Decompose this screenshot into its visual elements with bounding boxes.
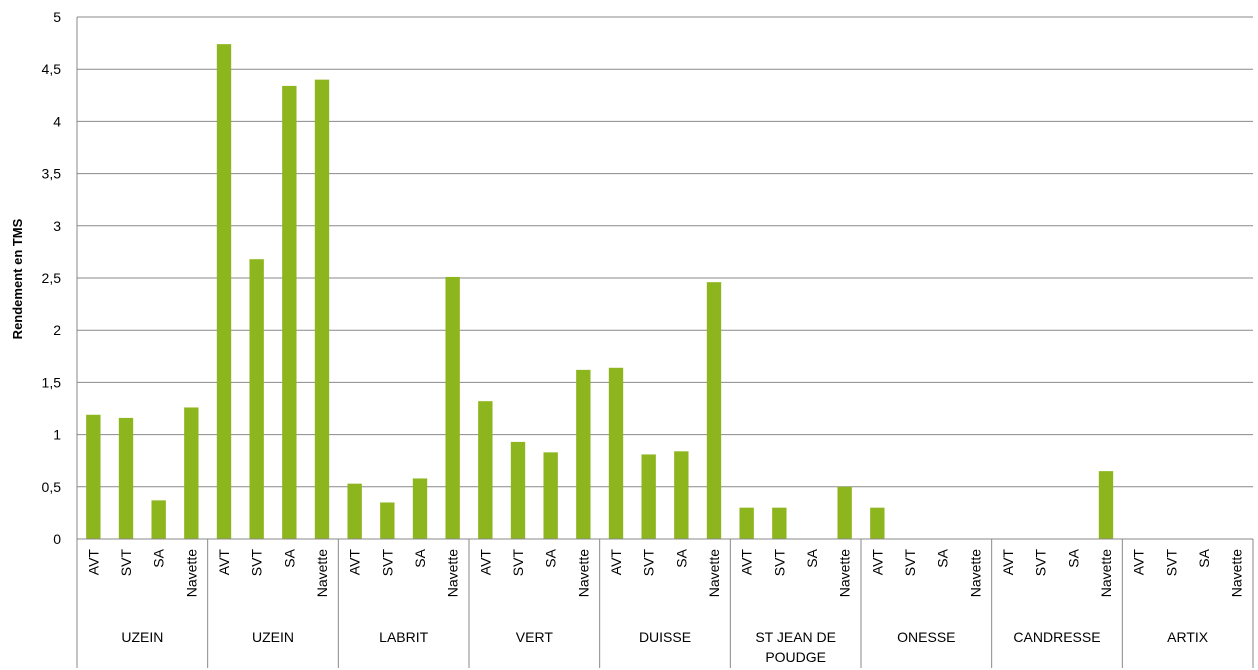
y-tick-label: 4 <box>53 113 61 129</box>
bar <box>412 478 428 539</box>
bars <box>86 44 1114 540</box>
bar <box>86 414 101 539</box>
x-category-label: AVT <box>477 549 493 576</box>
x-category-label: Navette <box>967 549 983 597</box>
bar <box>249 259 264 539</box>
x-category-label: AVT <box>608 549 624 576</box>
bar <box>314 79 330 539</box>
x-group-label: ONESSE <box>897 629 955 645</box>
bar <box>445 276 460 539</box>
gridlines <box>77 16 1253 488</box>
y-tick-label: 0,5 <box>42 479 62 495</box>
x-group-label-line: UZEIN <box>121 629 163 645</box>
x-group-label: ARTIX <box>1167 629 1209 645</box>
x-group-label-line: ARTIX <box>1167 629 1209 645</box>
y-tick-label: 1 <box>53 427 61 443</box>
bar <box>543 452 558 539</box>
x-group-label-line: ONESSE <box>897 629 955 645</box>
x-category-label: AVT <box>869 549 885 576</box>
x-category-label: Navette <box>706 549 722 597</box>
x-category-label: Navette <box>1229 549 1245 597</box>
x-category-label: SA <box>673 548 689 567</box>
bar <box>870 507 885 539</box>
x-category-label: SA <box>804 548 820 567</box>
y-tick-label: 2,5 <box>42 270 62 286</box>
x-category-label: AVT <box>739 549 755 576</box>
x-group-label-line: POUDGE <box>765 649 826 665</box>
x-category-label: SA <box>543 548 559 567</box>
x-group-label-line: VERT <box>516 629 554 645</box>
x-category-label: SVT <box>771 549 787 577</box>
y-tick-label: 5 <box>53 9 61 25</box>
x-category-label: SVT <box>118 549 134 577</box>
x-category-label: AVT <box>347 549 363 576</box>
y-tick-label: 3,5 <box>42 166 62 182</box>
x-category-label: SA <box>1065 548 1081 567</box>
bar <box>706 282 722 539</box>
y-tick-label: 4,5 <box>42 61 62 77</box>
bar <box>282 85 297 540</box>
bar <box>772 507 787 539</box>
bar <box>641 454 656 539</box>
x-category-label: SA <box>935 548 951 567</box>
x-group-label-line: LABRIT <box>379 629 428 645</box>
x-group-labels: UZEIN UZEIN LABRIT VERT DUISSE ST JEAN DE POUD… <box>121 629 1208 665</box>
x-category-label: SVT <box>1163 549 1179 577</box>
x-category-label: SVT <box>249 549 265 577</box>
y-axis-label: Rendement en TMS <box>10 218 25 339</box>
x-category-labels: AVT SVT SA Navette AVT SVT SA Navette AVT SVT SA Na… <box>85 548 1244 597</box>
bar <box>184 407 199 539</box>
x-category-label: Navette <box>837 549 853 597</box>
x-category-label: AVT <box>216 549 232 576</box>
x-category-label: SVT <box>1033 549 1049 577</box>
x-group-label: DUISSE <box>639 629 691 645</box>
y-tick-label: 3 <box>53 218 61 234</box>
bar <box>608 367 624 539</box>
bar <box>151 500 166 539</box>
x-category-label: Navette <box>575 549 591 597</box>
x-group-label-line: ST JEAN DE <box>755 629 836 645</box>
x-category-label: AVT <box>1131 549 1147 576</box>
x-category-label: SA <box>281 548 297 567</box>
bar <box>380 502 395 539</box>
x-category-label: SVT <box>902 549 918 577</box>
x-category-label: Navette <box>1098 549 1114 597</box>
x-category-label: SA <box>1196 548 1212 567</box>
x-category-label: AVT <box>1000 549 1016 576</box>
x-group-label: LABRIT <box>379 629 428 645</box>
x-category-label: SA <box>412 548 428 567</box>
x-group-label: UZEIN <box>121 629 163 645</box>
x-group-label: VERT <box>516 629 554 645</box>
axes <box>76 17 1254 668</box>
bar <box>576 369 591 539</box>
x-category-label: SVT <box>641 549 657 577</box>
x-category-label: Navette <box>183 549 199 597</box>
bar <box>739 507 754 539</box>
x-group-label: ST JEAN DE POUDGE <box>755 629 836 665</box>
x-category-label: AVT <box>85 549 101 576</box>
bar <box>478 401 493 539</box>
x-group-label-line: DUISSE <box>639 629 691 645</box>
x-category-label: SA <box>151 548 167 567</box>
y-tick-label: 0 <box>53 531 61 547</box>
x-category-label: Navette <box>445 549 461 597</box>
bar <box>216 44 232 539</box>
x-group-label: UZEIN <box>252 629 294 645</box>
bar <box>510 441 526 539</box>
x-category-label: SVT <box>379 549 395 577</box>
x-group-label-line: CANDRESSE <box>1013 629 1100 645</box>
x-category-label: Navette <box>314 549 330 597</box>
bar <box>1098 471 1114 539</box>
bar <box>118 417 134 539</box>
y-tick-label: 2 <box>53 322 61 338</box>
x-group-label-line: UZEIN <box>252 629 294 645</box>
x-category-label: SVT <box>510 549 526 577</box>
x-group-label: CANDRESSE <box>1013 629 1100 645</box>
bar <box>837 486 852 539</box>
y-tick-label: 1,5 <box>42 374 62 390</box>
bar <box>674 451 689 539</box>
y-tick-labels: 0 0,5 1 1,5 2 2,5 3 3,5 4 4,5 5 <box>42 9 62 547</box>
bar <box>347 483 362 539</box>
